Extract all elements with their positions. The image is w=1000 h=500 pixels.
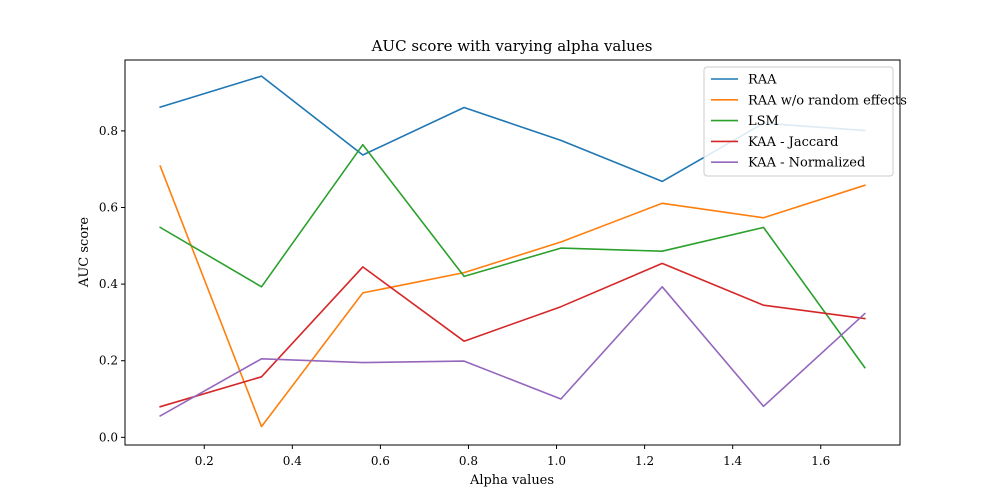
legend-label-kaa-normalized: KAA - Normalized xyxy=(748,156,865,171)
y-tick-label: 0.2 xyxy=(99,354,118,368)
series-line-kaa-normalized xyxy=(159,285,866,417)
y-tick-label: 0.8 xyxy=(99,124,118,138)
x-tick-label: 0.4 xyxy=(283,454,302,468)
series-line-raa-w-o-random-effects xyxy=(159,165,866,428)
legend-box xyxy=(703,66,894,177)
chart-title: AUC score with varying alpha values xyxy=(371,37,653,55)
legend-label-lsm: LSM xyxy=(748,114,779,129)
y-axis-label: AUC score xyxy=(77,217,92,288)
legend-label-kaa-jaccard: KAA - Jaccard xyxy=(748,135,838,150)
plot-area-frame xyxy=(124,59,901,446)
series-lines xyxy=(159,75,866,428)
series-line-kaa-jaccard xyxy=(159,262,866,408)
x-tick-label: 1.4 xyxy=(723,454,742,468)
x-tick-label: 0.2 xyxy=(195,454,214,468)
y-axis-ticks: 0.0 0.2 0.4 0.6 0.8 xyxy=(99,124,125,444)
x-axis-ticks: 0.2 0.4 0.6 0.8 1.0 1.2 1.4 1.6 xyxy=(195,445,830,468)
y-tick-label: 0.4 xyxy=(99,277,118,291)
x-tick-label: 1.0 xyxy=(547,454,566,468)
x-tick-label: 0.6 xyxy=(371,454,390,468)
y-tick-label: 0.0 xyxy=(99,430,118,444)
legend-label-raa-w-o-random-effects: RAA w/o random effects xyxy=(748,93,907,108)
x-tick-label: 1.2 xyxy=(635,454,654,468)
legend-label-raa: RAA xyxy=(748,73,777,88)
x-axis-label: Alpha values xyxy=(469,473,554,488)
series-line-lsm xyxy=(159,143,866,369)
x-tick-label: 0.8 xyxy=(459,454,478,468)
y-tick-label: 0.6 xyxy=(99,200,118,214)
legend: RAA RAA w/o random effects LSM KAA - Jaccar… xyxy=(703,66,907,177)
x-tick-label: 1.6 xyxy=(811,454,830,468)
